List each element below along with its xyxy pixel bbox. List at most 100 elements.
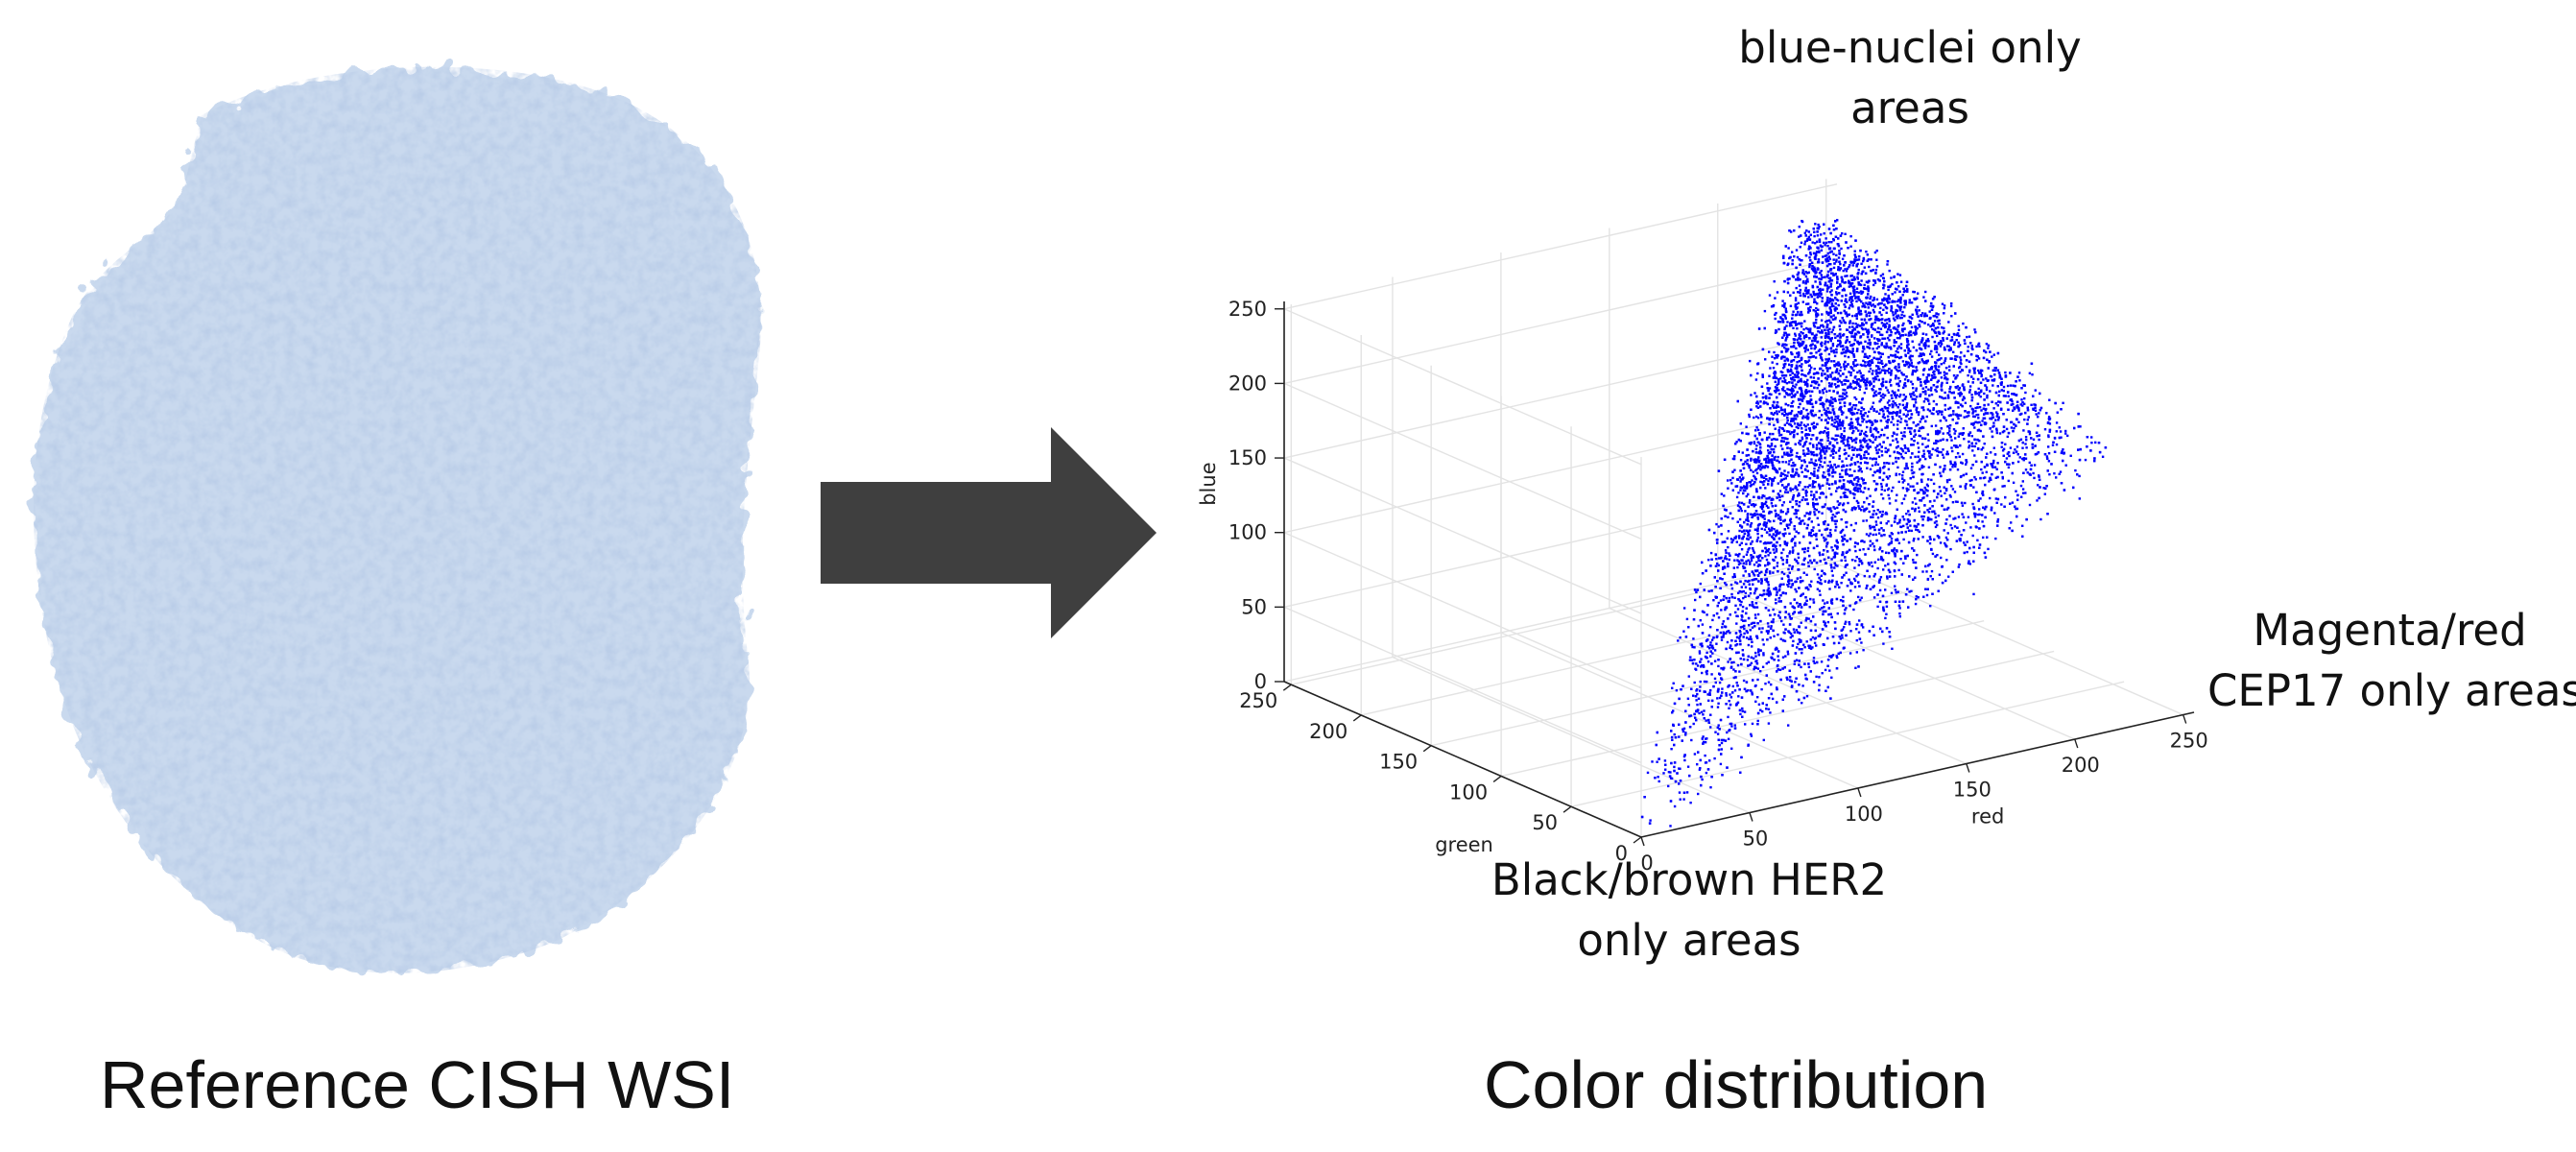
data-point — [1872, 380, 1875, 383]
data-point — [1786, 291, 1790, 294]
data-point — [1925, 593, 1929, 597]
data-point — [1765, 567, 1769, 571]
data-point — [1803, 522, 1806, 525]
data-point — [1869, 440, 1872, 443]
data-point — [1863, 283, 1866, 287]
data-point — [1826, 358, 1829, 361]
data-point — [1844, 565, 1847, 568]
data-point — [1926, 490, 1929, 492]
data-point — [1912, 444, 1915, 446]
data-point — [1874, 394, 1877, 396]
data-point — [2062, 401, 2064, 404]
data-point — [1887, 391, 1891, 395]
data-point — [1814, 336, 1818, 339]
data-point — [1925, 375, 1928, 379]
data-point — [1729, 646, 1731, 649]
data-point — [1985, 388, 1989, 392]
data-point — [1974, 406, 1977, 410]
data-point — [1821, 672, 1824, 675]
data-point — [1792, 326, 1795, 329]
data-point — [1760, 687, 1763, 691]
data-point — [1814, 480, 1817, 484]
data-point — [1782, 334, 1785, 337]
data-point — [1944, 541, 1946, 545]
data-point — [1646, 771, 1650, 775]
data-point — [1820, 270, 1823, 273]
data-point — [1980, 374, 1983, 378]
data-point — [1762, 400, 1766, 403]
data-point — [1875, 298, 1879, 301]
data-point — [1656, 760, 1658, 763]
data-point — [1854, 426, 1857, 429]
data-point — [1800, 665, 1802, 669]
data-point — [1890, 348, 1893, 350]
data-point — [1910, 396, 1913, 398]
data-point — [1862, 414, 1866, 418]
data-point — [1845, 391, 1848, 395]
data-point — [1765, 459, 1768, 463]
data-point — [1756, 536, 1760, 540]
data-point — [1896, 433, 1898, 436]
data-point — [1997, 419, 2000, 421]
data-point — [1813, 256, 1817, 259]
data-point — [1899, 296, 1902, 300]
data-point — [1910, 359, 1913, 362]
data-point — [1772, 608, 1775, 612]
data-point — [1782, 623, 1785, 626]
data-point — [1871, 564, 1873, 568]
data-point — [1815, 532, 1818, 536]
data-point — [1778, 426, 1781, 429]
data-point — [1894, 588, 1897, 591]
data-point — [1802, 459, 1806, 462]
data-point — [1758, 571, 1761, 575]
data-point — [1736, 663, 1740, 667]
data-point — [1835, 291, 1838, 294]
data-point — [1957, 565, 1960, 568]
data-point — [1992, 462, 1995, 465]
data-point — [1955, 339, 1958, 342]
data-point — [1749, 443, 1753, 445]
data-point — [1956, 468, 1960, 471]
data-point — [1971, 502, 1974, 506]
data-point — [1785, 324, 1788, 327]
data-point — [1888, 298, 1891, 300]
data-point — [1730, 747, 1733, 750]
data-point — [2015, 507, 2019, 511]
data-point — [1790, 324, 1793, 327]
data-point — [1844, 281, 1848, 284]
data-point — [1750, 661, 1753, 664]
data-point — [2022, 384, 2025, 387]
data-point — [1901, 470, 1905, 473]
data-point — [1754, 700, 1757, 703]
data-point — [1724, 608, 1727, 612]
data-point — [2024, 468, 2028, 471]
data-point — [1944, 396, 1947, 399]
data-point — [1903, 444, 1906, 447]
data-point — [1813, 495, 1816, 499]
data-point — [2084, 458, 2087, 462]
data-point — [1961, 504, 1965, 507]
data-point — [1950, 439, 1953, 442]
data-point — [2021, 488, 2025, 491]
data-point — [1710, 673, 1713, 676]
data-point — [1834, 336, 1837, 339]
data-point — [1801, 300, 1804, 303]
data-point — [1994, 369, 1997, 372]
data-point — [1878, 579, 1881, 583]
data-point — [1808, 427, 1811, 430]
data-point — [1731, 516, 1734, 520]
data-point — [1791, 567, 1794, 570]
data-point — [1965, 463, 1968, 466]
data-point — [1901, 449, 1905, 453]
data-point — [1861, 505, 1864, 508]
data-point — [1760, 527, 1763, 531]
data-point — [1755, 561, 1758, 564]
data-point — [1939, 396, 1942, 398]
data-point — [1834, 306, 1837, 309]
data-point — [1843, 379, 1846, 382]
data-point — [1844, 488, 1847, 491]
data-point — [1891, 282, 1894, 286]
data-point — [1824, 343, 1826, 346]
data-point — [1867, 361, 1870, 364]
data-point — [1790, 401, 1794, 405]
